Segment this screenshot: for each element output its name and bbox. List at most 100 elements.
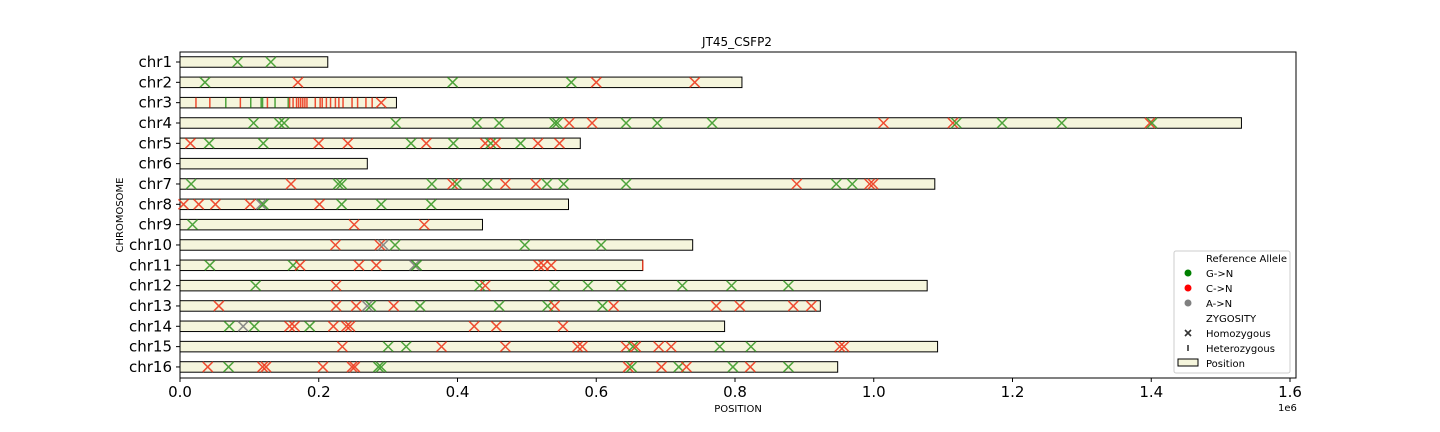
variant-marker-homozygous (375, 361, 387, 373)
variant-marker-homozygous (655, 361, 667, 373)
variant-marker-homozygous (864, 178, 876, 190)
variant-marker-homozygous (493, 300, 505, 312)
variant-marker-homozygous (177, 198, 189, 210)
variant-marker-homozygous (627, 341, 639, 353)
legend-g-label: G->N (1206, 269, 1233, 280)
variant-marker-homozygous (257, 137, 269, 149)
legend-position-swatch (1177, 358, 1199, 367)
y-tick-label-chr15: chr15 (129, 338, 172, 356)
y-tick-label-chr14: chr14 (129, 317, 172, 335)
variant-marker-homozygous (199, 76, 211, 88)
variant-marker-homozygous (400, 341, 412, 353)
variant-marker-homozygous (185, 178, 197, 190)
variant-marker-homozygous (285, 178, 297, 190)
variant-marker-homozygous (329, 239, 341, 251)
x-tick-label: 0.4 (446, 383, 470, 401)
variant-marker-homozygous (471, 117, 483, 129)
legend-homozygous-label: Homozygous (1206, 329, 1271, 340)
variant-marker-homozygous (193, 198, 205, 210)
variant-marker-homozygous (209, 198, 221, 210)
variant-marker-homozygous (284, 320, 296, 332)
variant-marker-homozygous (996, 117, 1008, 129)
x-tick-label: 0.8 (723, 383, 747, 401)
variant-marker-homozygous (950, 117, 962, 129)
variant-marker-homozygous (615, 280, 627, 292)
chromosome-bar-chr4 (179, 117, 1242, 129)
variant-marker-homozygous (474, 280, 486, 292)
variant-marker-homozygous (342, 137, 354, 149)
y-tick-label-chr8: chr8 (139, 195, 172, 213)
variant-marker-homozygous (451, 178, 463, 190)
variant-marker-homozygous (294, 259, 306, 271)
variant-marker-homozygous (782, 280, 794, 292)
variant-marker-homozygous (499, 178, 511, 190)
legend: Reference Allele G->N C->N A->N ZYGOSITY… (1173, 250, 1291, 374)
variant-marker-homozygous (493, 117, 505, 129)
variant-marker-homozygous (549, 280, 561, 292)
y-tick-label-chr12: chr12 (129, 277, 172, 295)
variant-marker-homozygous (626, 361, 638, 373)
variant-marker-homozygous (244, 198, 256, 210)
variant-marker-homozygous (288, 320, 300, 332)
variant-marker-homozygous (479, 137, 491, 149)
y-tick-label-chr3: chr3 (139, 94, 172, 112)
variant-marker-homozygous (1144, 117, 1156, 129)
variant-marker-homozygous (665, 341, 677, 353)
variant-marker-homozygous (745, 341, 757, 353)
variant-marker-homozygous (630, 341, 642, 353)
variant-marker-homozygous (565, 76, 577, 88)
variant-marker-homozygous (273, 117, 285, 129)
variant-marker-homozygous (372, 361, 384, 373)
variant-marker-homozygous (389, 239, 401, 251)
variant-marker-homozygous (727, 361, 739, 373)
chromosome-bar-chr6 (179, 157, 368, 170)
x-tick-label: 1.0 (862, 383, 886, 401)
y-tick-label-chr16: chr16 (129, 358, 172, 376)
variant-marker-homozygous (710, 300, 722, 312)
variant-marker-homozygous (204, 259, 216, 271)
x-axis-offset-label: 1e6 (1278, 403, 1297, 414)
variant-marker-homozygous (336, 198, 348, 210)
legend-a-marker (1184, 299, 1192, 307)
y-tick-label-chr11: chr11 (129, 256, 172, 274)
variant-marker-homozygous (541, 178, 553, 190)
variant-markers (177, 56, 1158, 373)
variant-marker-homozygous (877, 117, 889, 129)
variant-marker-homozygous (327, 320, 339, 332)
variant-marker-homozygous (350, 300, 362, 312)
x-tick-label: 0.2 (307, 383, 331, 401)
variant-marker-homozygous (255, 198, 267, 210)
variant-marker-homozygous (447, 76, 459, 88)
variant-marker-homozygous (582, 280, 594, 292)
variant-marker-homozygous (304, 320, 316, 332)
legend-g-marker (1184, 269, 1192, 277)
variant-marker-homozygous (260, 361, 272, 373)
x-tick-label: 0.0 (168, 383, 192, 401)
variant-marker-homozygous (257, 361, 269, 373)
chromosome-bar-chr10 (179, 239, 694, 251)
variant-marker-homozygous (571, 341, 584, 353)
y-tick-label-chr2: chr2 (139, 73, 172, 91)
variant-marker-homozygous (203, 137, 215, 149)
variant-marker-homozygous (706, 117, 718, 129)
variant-marker-homozygous (257, 198, 269, 210)
y-tick-label-chr4: chr4 (139, 114, 172, 132)
variant-marker-homozygous (411, 259, 423, 271)
variant-marker-homozygous (250, 280, 262, 292)
variant-marker-homozygous (414, 300, 426, 312)
y-axis-label: CHROMOSOME (115, 178, 126, 253)
variant-marker-homozygous (805, 300, 817, 312)
variant-marker-homozygous (348, 219, 360, 231)
variant-marker-homozygous (248, 117, 260, 129)
legend-homozygous-marker (1184, 329, 1192, 337)
variant-marker-homozygous (248, 320, 260, 332)
variant-marker-homozygous (867, 178, 879, 190)
y-tick-label-chr7: chr7 (139, 175, 172, 193)
variant-marker-homozygous (344, 320, 356, 332)
variant-marker-homozygous (576, 341, 588, 353)
variant-marker-homozygous (317, 361, 329, 373)
variant-marker-homozygous (184, 137, 196, 149)
variant-marker-homozygous (830, 178, 842, 190)
legend-c-marker (1184, 284, 1192, 292)
variant-marker-homozygous (426, 178, 438, 190)
